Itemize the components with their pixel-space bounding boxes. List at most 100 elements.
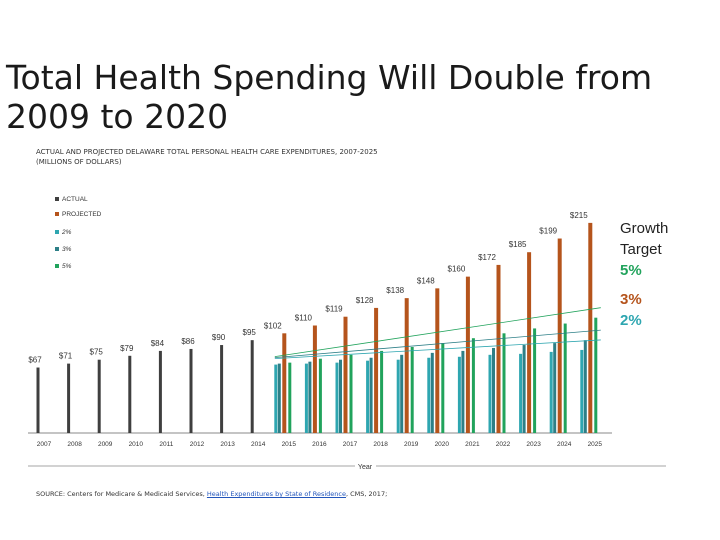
trend-line-5pct <box>274 307 601 358</box>
bar-5pct-2021 <box>471 338 475 433</box>
title-line-1: Total Health Spending Will Double from <box>6 58 653 97</box>
data-label-projected-2019: $138 <box>386 286 404 295</box>
bar-5pct-2025 <box>594 317 598 433</box>
x-tick-label-2019: 2019 <box>404 441 419 448</box>
bar-3pct-2021 <box>461 350 465 433</box>
x-tick-label-2009: 2009 <box>98 441 113 448</box>
legend-swatch-3pct <box>55 247 59 251</box>
data-label-actual-2008: $71 <box>59 352 73 361</box>
data-label-actual-2013: $90 <box>212 333 226 342</box>
x-tick-label-2010: 2010 <box>129 441 144 448</box>
source-text-1: Centers for Medicare & Medicaid Services… <box>67 490 205 498</box>
bar-5pct-2018 <box>380 350 384 433</box>
x-tick-label-2023: 2023 <box>526 441 541 448</box>
legend-swatch-actual <box>55 197 59 201</box>
bar-projected-2017 <box>343 316 348 433</box>
bar-actual-2014 <box>250 340 254 433</box>
legend-label-projected: PROJECTED <box>62 211 102 218</box>
bar-actual-2010 <box>128 355 132 433</box>
x-tick-label-2024: 2024 <box>557 441 572 448</box>
bar-3pct-2017 <box>339 359 342 433</box>
data-label-actual-2010: $79 <box>120 344 134 353</box>
trend-line-2pct <box>274 339 601 359</box>
growth-target-line-2: Target <box>620 241 662 258</box>
source-label: SOURCE: <box>36 490 66 498</box>
bar-projected-2018 <box>374 307 379 433</box>
bar-actual-2007 <box>36 367 40 433</box>
x-tick-label-2011: 2011 <box>159 441 173 448</box>
bar-5pct-2023 <box>533 328 537 433</box>
trend-line-3pct <box>274 329 601 359</box>
bar-3pct-2019 <box>400 354 404 433</box>
bar-2pct-2019 <box>396 359 400 433</box>
target-5-percent: 5% <box>620 262 642 279</box>
x-tick-label-2014: 2014 <box>251 441 266 448</box>
source-link[interactable]: Health Expenditures by State of Residenc… <box>206 490 346 498</box>
bar-3pct-2020 <box>430 352 434 433</box>
bar-5pct-2019 <box>410 347 414 433</box>
bar-projected-2019 <box>404 298 409 433</box>
bar-2pct-2016 <box>304 363 308 433</box>
chart-subtitle: ACTUAL AND PROJECTED DELAWARE TOTAL PERS… <box>36 147 536 167</box>
bar-projected-2020 <box>435 288 440 433</box>
x-tick-label-2021: 2021 <box>465 441 480 448</box>
bar-projected-2015 <box>282 333 287 433</box>
bar-3pct-2025 <box>583 340 587 433</box>
legend-swatch-2pct <box>55 230 59 234</box>
bar-actual-2011 <box>158 350 162 433</box>
legend-label-3pct: 3% <box>62 246 72 253</box>
x-tick-label-2018: 2018 <box>373 441 388 448</box>
bar-2pct-2023 <box>519 353 523 433</box>
data-label-projected-2022: $172 <box>478 253 496 262</box>
subtitle-line-1: ACTUAL AND PROJECTED DELAWARE TOTAL PERS… <box>36 148 378 156</box>
data-label-actual-2012: $86 <box>181 337 195 346</box>
x-tick-label-2007: 2007 <box>37 441 52 448</box>
bar-2pct-2022 <box>488 354 492 433</box>
bar-2pct-2017 <box>335 362 339 433</box>
source-note: SOURCE: Centers for Medicare & Medicaid … <box>36 490 536 498</box>
legend-swatch-5pct <box>55 264 59 268</box>
bar-3pct-2018 <box>369 357 373 433</box>
x-tick-label-2020: 2020 <box>435 441 450 448</box>
bar-actual-2009 <box>97 359 101 433</box>
x-axis-title: Year <box>358 464 373 471</box>
bar-projected-2016 <box>312 325 317 433</box>
data-label-actual-2009: $75 <box>90 348 104 357</box>
legend-swatch-projected <box>55 212 59 216</box>
data-label-projected-2021: $160 <box>448 265 466 274</box>
data-label-projected-2020: $148 <box>417 276 435 285</box>
data-label-actual-2011: $84 <box>151 339 165 348</box>
target-2-percent: 2% <box>620 312 642 329</box>
x-tick-label-2017: 2017 <box>343 441 358 448</box>
bar-3pct-2022 <box>492 347 495 433</box>
bar-projected-2023 <box>527 252 532 433</box>
bar-actual-2012 <box>189 348 193 433</box>
bar-2pct-2020 <box>427 357 431 433</box>
x-tick-label-2013: 2013 <box>220 441 235 448</box>
data-label-projected-2024: $199 <box>539 227 557 236</box>
data-label-actual-2014: $95 <box>243 328 257 337</box>
legend-label-actual: ACTUAL <box>62 196 88 203</box>
target-3-percent: 3% <box>620 291 642 308</box>
growth-target-line-1: Growth <box>620 220 669 237</box>
x-tick-label-2012: 2012 <box>190 441 205 448</box>
page-title: Total Health Spending Will Double from 2… <box>6 58 706 136</box>
bar-2pct-2025 <box>580 349 584 433</box>
bar-5pct-2022 <box>502 333 506 433</box>
bar-5pct-2017 <box>349 354 353 433</box>
source-text-2: , CMS, 2017; <box>346 490 388 498</box>
x-tick-label-2016: 2016 <box>312 441 327 448</box>
bar-3pct-2015 <box>277 363 281 433</box>
x-tick-label-2025: 2025 <box>588 441 603 448</box>
bar-2pct-2018 <box>366 360 370 433</box>
data-label-projected-2023: $185 <box>509 240 527 249</box>
bar-3pct-2016 <box>308 361 312 433</box>
bar-5pct-2024 <box>563 323 567 433</box>
bar-actual-2008 <box>67 363 71 433</box>
growth-target-panel: Growth Target 5% 3% 2% <box>620 218 690 331</box>
bar-5pct-2016 <box>318 358 322 433</box>
bar-3pct-2024 <box>553 343 557 433</box>
bar-5pct-2015 <box>288 362 292 433</box>
subtitle-line-2: (MILLIONS OF DOLLARS) <box>36 158 122 166</box>
